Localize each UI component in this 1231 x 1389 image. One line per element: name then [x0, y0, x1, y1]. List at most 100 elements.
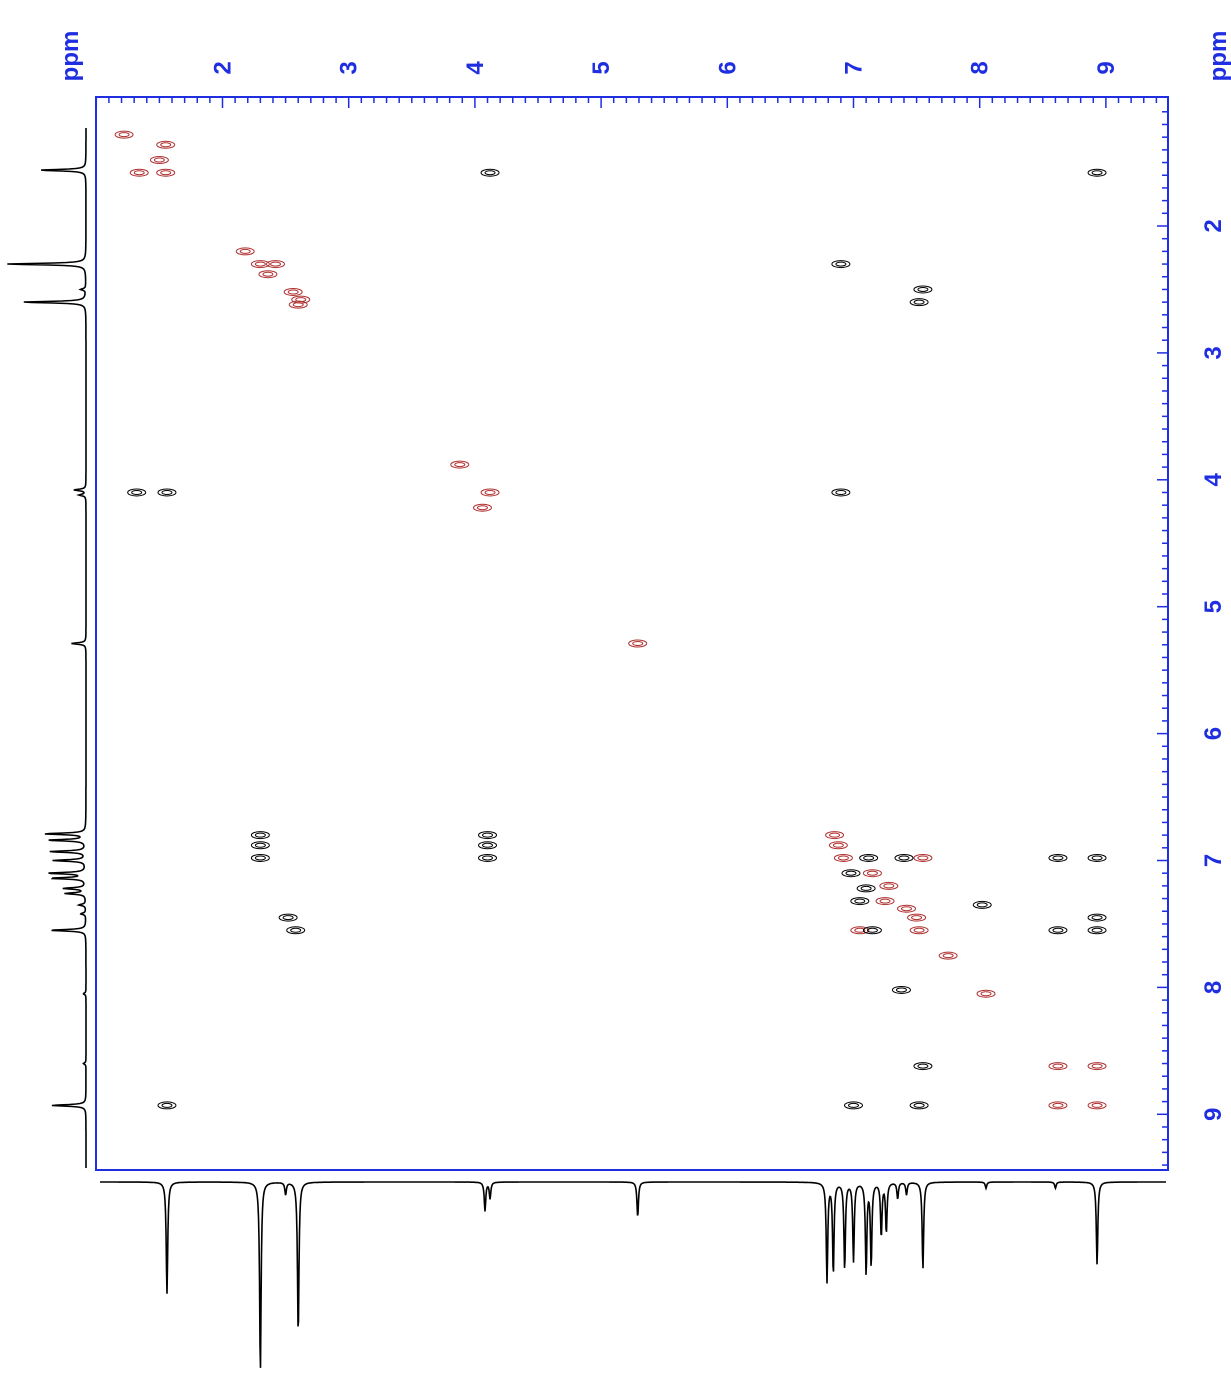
contour-ring-inner — [835, 261, 847, 267]
contour-ring-inner — [913, 299, 925, 305]
contour-ring-outer — [1087, 913, 1107, 922]
contour-ring-outer — [856, 884, 876, 893]
contour-peak — [897, 904, 917, 913]
contour-peak — [1087, 168, 1107, 177]
contour-peak — [833, 853, 853, 862]
contour-peak — [913, 285, 933, 294]
right-axis-unit-label: ppm — [1205, 31, 1231, 82]
contour-ring-inner — [832, 842, 844, 848]
contour-ring-outer — [841, 869, 861, 878]
right-tick-label: 6 — [1200, 727, 1227, 740]
contour-ring-inner — [476, 505, 488, 511]
right-tick-label: 9 — [1200, 1108, 1227, 1121]
contour-ring-outer — [156, 168, 176, 177]
contour-ring-inner — [287, 289, 299, 295]
contour-ring-inner — [118, 132, 130, 138]
right-tick-label: 4 — [1200, 472, 1227, 486]
contour-ring-inner — [848, 1102, 859, 1108]
top-tick-label: 2 — [210, 61, 237, 74]
contour-peak — [862, 869, 882, 878]
contour-ring-outer — [1087, 853, 1107, 862]
contour-peak — [831, 260, 851, 269]
contour-peak — [894, 853, 914, 862]
right-axis-ticks — [1157, 111, 1168, 1166]
contour-peak — [127, 488, 147, 497]
contour-ring-outer — [972, 900, 992, 909]
contour-ring-inner — [854, 898, 866, 904]
contour-ring-inner — [879, 898, 891, 904]
contour-peak — [862, 926, 882, 935]
contour-ring-inner — [632, 641, 644, 647]
contour-ring-outer — [897, 904, 917, 913]
contour-ring-outer — [913, 285, 933, 294]
contour-ring-outer — [938, 951, 958, 960]
contour-ring-inner — [292, 302, 304, 308]
contour-ring-outer — [862, 926, 882, 935]
contour-ring-inner — [1052, 855, 1064, 861]
contour-peak — [850, 897, 870, 906]
contour-ring-inner — [1091, 170, 1103, 176]
contour-ring-inner — [837, 855, 849, 861]
contour-ring-outer — [891, 985, 911, 994]
contour-peak — [972, 900, 992, 909]
contour-ring-inner — [484, 489, 496, 495]
contour-ring-inner — [845, 870, 857, 876]
contour-peak — [478, 841, 498, 850]
contour-peak — [286, 926, 306, 935]
contour-ring-outer — [1087, 168, 1107, 177]
contour-ring-outer — [894, 853, 914, 862]
right-axis-tick-labels: 2 3 4 5 6 7 8 9 — [1200, 219, 1227, 1121]
contour-ring-outer — [831, 488, 851, 497]
contour-peak — [859, 853, 879, 862]
contour-peak — [628, 639, 648, 648]
contour-peak — [288, 300, 308, 309]
contour-ring-inner — [860, 885, 872, 891]
contour-ring-inner — [913, 927, 925, 933]
contour-ring-outer — [157, 1101, 177, 1110]
contour-ring-inner — [484, 170, 496, 176]
contour-ring-outer — [913, 1062, 933, 1071]
contour-peak — [478, 853, 498, 862]
contour-ring-outer — [844, 1101, 863, 1110]
contour-ring-outer — [909, 1101, 929, 1110]
contour-ring-inner — [1052, 1063, 1064, 1069]
contour-ring-outer — [266, 260, 286, 269]
contour-peak — [266, 260, 286, 269]
contour-peak — [913, 853, 933, 862]
contour-ring-inner — [917, 855, 929, 861]
contour-peak — [1048, 853, 1068, 862]
contour-peak — [844, 1101, 863, 1110]
contour-ring-outer — [1087, 1101, 1107, 1110]
contour-ring-outer — [114, 130, 134, 139]
contour-ring-outer — [250, 831, 270, 840]
contour-ring-outer — [1048, 1062, 1068, 1071]
contour-ring-inner — [866, 927, 878, 933]
contour-ring-inner — [254, 261, 266, 267]
contour-ring-inner — [854, 927, 866, 933]
contour-peak — [1087, 1062, 1107, 1071]
contour-peak — [258, 270, 278, 279]
contour-ring-outer — [286, 926, 306, 935]
contour-ring-inner — [133, 170, 145, 176]
contour-ring-inner — [835, 489, 847, 495]
contour-ring-outer — [1048, 1101, 1068, 1110]
contour-ring-outer — [149, 156, 169, 165]
contour-ring-outer — [288, 300, 308, 309]
contour-peak — [250, 853, 270, 862]
contour-ring-inner — [153, 157, 165, 163]
contour-ring-inner — [942, 953, 954, 959]
contour-ring-outer — [283, 287, 303, 296]
contour-ring-inner — [254, 855, 266, 861]
contour-ring-inner — [270, 261, 282, 267]
contour-peak — [850, 926, 870, 935]
contour-ring-outer — [472, 503, 492, 512]
contour-ring-inner — [917, 286, 929, 292]
contour-peak — [909, 298, 929, 307]
contour-ring-inner — [1091, 927, 1103, 933]
contour-peak — [1087, 1101, 1107, 1110]
contour-peak — [472, 503, 492, 512]
contour-peak — [825, 831, 845, 840]
contour-ring-outer — [478, 841, 498, 850]
top-tick-label: 9 — [1093, 61, 1120, 74]
contour-ring-inner — [976, 902, 988, 908]
